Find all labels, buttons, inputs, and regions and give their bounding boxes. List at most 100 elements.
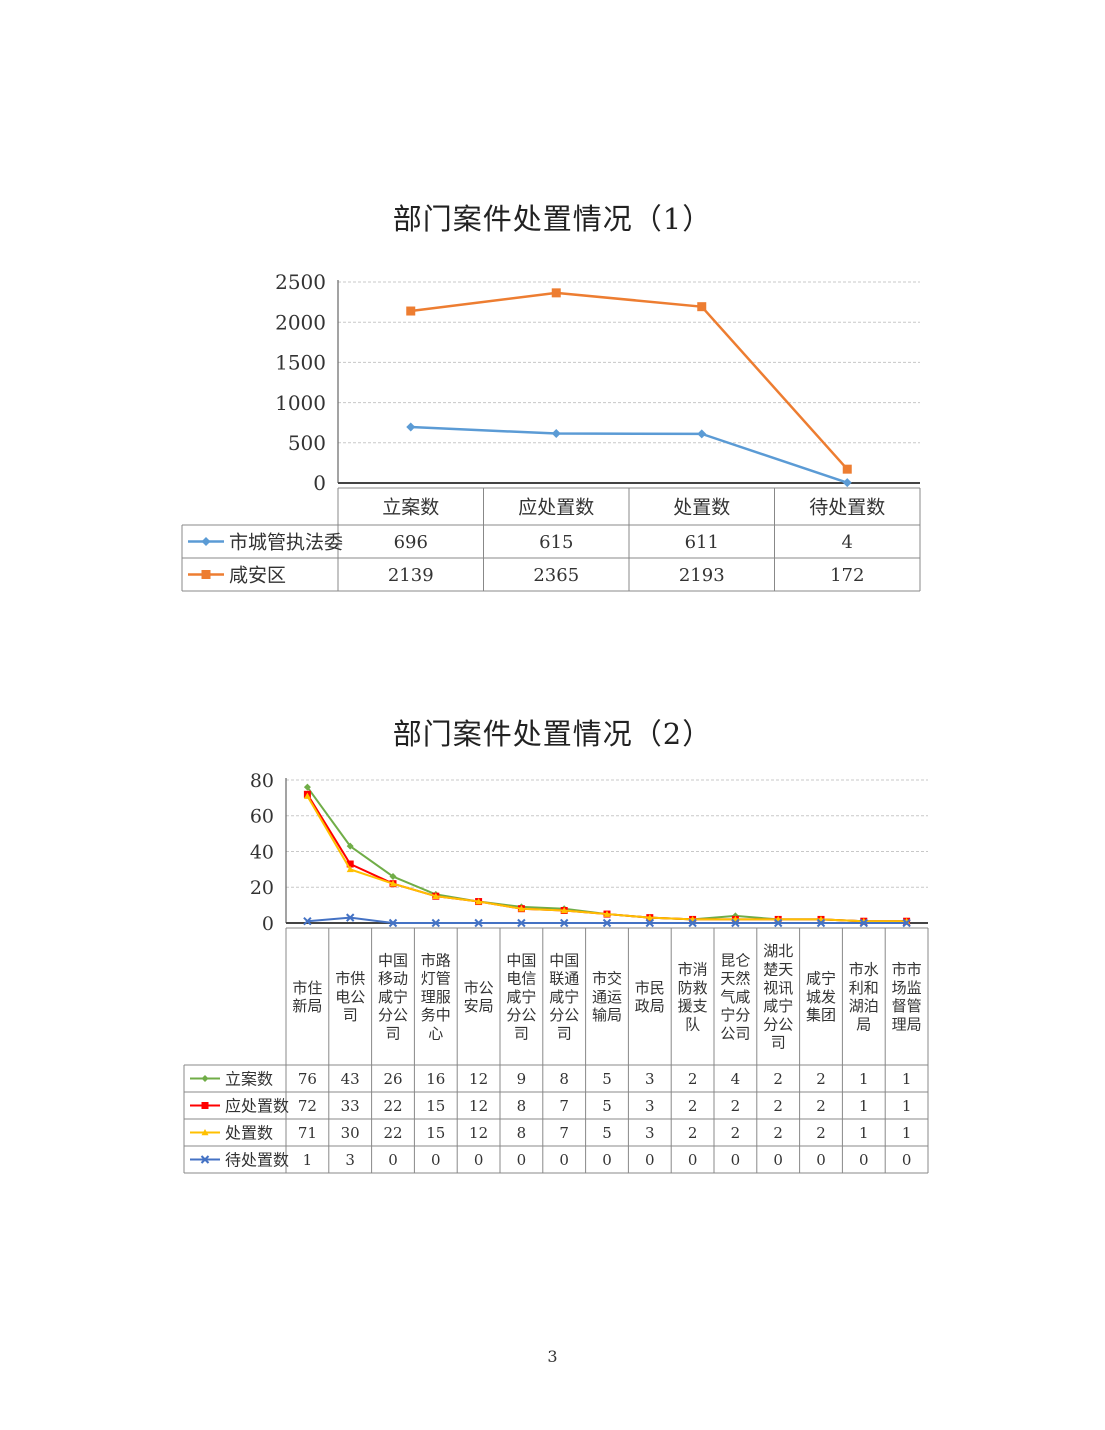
- chart1-data-point: [551, 288, 561, 298]
- chart2-value-label: 3: [645, 1097, 655, 1115]
- chart2-value-label: 0: [688, 1151, 698, 1169]
- chart2-value-label: 8: [517, 1097, 527, 1115]
- chart2-value-label: 0: [816, 1151, 826, 1169]
- chart2-value-label: 0: [902, 1151, 912, 1169]
- chart2-value-label: 2: [731, 1097, 741, 1115]
- chart2-value-label: 12: [469, 1124, 488, 1142]
- chart2-data-point: [303, 783, 311, 791]
- chart2-category-label: 中国电信咸宁分公司: [506, 951, 536, 1042]
- chart2-category-label: 中国联通咸宁分公司: [549, 951, 579, 1042]
- chart2-value-label: 0: [388, 1151, 398, 1169]
- chart2-category-label: 市民政局: [635, 979, 665, 1015]
- chart2-value-label: 1: [303, 1151, 313, 1169]
- chart1-series-line: [410, 425, 848, 484]
- chart2-category-label: 市路灯管理服务中心: [421, 951, 451, 1042]
- chart2-value-label: 26: [383, 1070, 402, 1088]
- chart2-value-label: 0: [773, 1151, 783, 1169]
- chart2-data-point: [559, 918, 569, 928]
- chart2-data-point: [645, 918, 655, 928]
- chart2-category-label: 咸宁城发集团: [806, 970, 836, 1025]
- chart1-value-label: 2193: [679, 565, 725, 586]
- chart2-value-label: 7: [559, 1124, 569, 1142]
- chart2-value-label: 1: [902, 1124, 912, 1142]
- chart2-value-label: 3: [645, 1070, 655, 1088]
- chart2-value-label: 1: [859, 1070, 869, 1088]
- chart2-value-label: 2: [816, 1097, 826, 1115]
- chart2-value-label: 5: [602, 1070, 612, 1088]
- chart2-value-label: 0: [859, 1151, 869, 1169]
- chart2-value-label: 1: [902, 1097, 912, 1115]
- chart2-data-point: [303, 917, 312, 926]
- chart1-data-point: [842, 464, 852, 474]
- chart1-title: 部门案件处置情况（1）: [392, 202, 713, 236]
- chart1-legend-marker: [201, 570, 211, 579]
- chart1-value-label: 611: [685, 532, 719, 553]
- chart2-data-point: [602, 918, 612, 928]
- chart1-data-point: [406, 422, 416, 432]
- chart2-value-label: 5: [602, 1124, 612, 1142]
- chart2-value-label: 8: [559, 1070, 569, 1088]
- chart1-value-label: 172: [830, 565, 864, 586]
- chart2-data-point: [303, 792, 311, 799]
- chart2-data-point: [902, 918, 911, 928]
- chart2-legend-marker: [201, 1075, 209, 1082]
- chart1-series-line: [410, 291, 849, 471]
- chart2-value-label: 2: [816, 1124, 826, 1142]
- chart2-data-point: [474, 918, 483, 928]
- chart1-value-label: 4: [842, 532, 853, 553]
- chart1-value-label: 615: [539, 532, 573, 553]
- chart2-category-label: 市消防救援支队: [678, 960, 708, 1033]
- chart2-data-point: [432, 892, 440, 899]
- chart2-value-label: 71: [298, 1124, 317, 1142]
- chart1-ytick-label: 2000: [275, 310, 326, 334]
- chart2-value-label: 9: [517, 1070, 527, 1088]
- chart1-legend-label: 咸安区: [229, 564, 286, 586]
- chart2-value-label: 0: [431, 1151, 441, 1169]
- chart2-value-label: 2: [731, 1124, 741, 1142]
- chart2-value-label: 3: [645, 1124, 655, 1142]
- chart2-value-label: 0: [731, 1151, 741, 1169]
- chart2-data-point: [346, 865, 354, 873]
- chart2-data-point: [431, 918, 441, 928]
- chart1-category-label: 立案数: [382, 496, 439, 518]
- chart2-value-label: 22: [383, 1097, 402, 1115]
- chart2-category-label: 市交通运输局: [592, 970, 622, 1025]
- chart2-legend-label: 处置数: [225, 1123, 273, 1142]
- chart2-data-point: [603, 910, 611, 917]
- chart2-category-label: 昆仑天然气咸宁分公司: [720, 951, 750, 1042]
- chart2-data-point: [389, 873, 397, 881]
- chart1-category-label: 应处置数: [518, 496, 594, 518]
- chart2-value-label: 2: [773, 1124, 783, 1142]
- chart2-data-point: [346, 860, 354, 868]
- chart2-value-label: 0: [602, 1151, 612, 1169]
- chart2-data-point: [388, 918, 398, 928]
- chart2-data-point: [646, 914, 654, 921]
- chart2-legend-label: 待处置数: [225, 1150, 289, 1169]
- chart2-value-label: 0: [517, 1151, 527, 1169]
- chart2-data-point: [389, 880, 397, 887]
- chart2-value-label: 3: [345, 1151, 355, 1169]
- chart2-value-label: 2: [688, 1097, 698, 1115]
- chart1-category-label: 处置数: [673, 496, 730, 518]
- chart2-category-label: 中国移动咸宁分公司: [378, 951, 408, 1042]
- chart2-category-label: 市供电公司: [335, 970, 365, 1025]
- chart1-ytick-label: 1000: [275, 391, 326, 415]
- chart2-value-label: 2: [773, 1070, 783, 1088]
- chart2-value-label: 43: [341, 1070, 360, 1088]
- chart2-value-label: 5: [602, 1097, 612, 1115]
- chart1-ytick-label: 1500: [275, 351, 326, 375]
- chart2-title: 部门案件处置情况（2）: [392, 717, 713, 751]
- chart2-value-label: 0: [559, 1151, 569, 1169]
- chart2-value-label: 2: [816, 1070, 826, 1088]
- chart2-value-label: 12: [469, 1097, 488, 1115]
- chart2-data-point: [346, 842, 354, 850]
- chart2-data-point: [816, 918, 826, 928]
- chart1-legend-marker: [201, 537, 211, 546]
- chart2-value-label: 4: [731, 1070, 741, 1088]
- chart2-category-label: 市水利和湖泊局: [849, 960, 879, 1033]
- chart2-value-label: 1: [859, 1124, 869, 1142]
- chart2-ytick-label: 20: [250, 877, 274, 899]
- chart1-data-point: [551, 429, 561, 439]
- chart2-data-point: [517, 918, 526, 928]
